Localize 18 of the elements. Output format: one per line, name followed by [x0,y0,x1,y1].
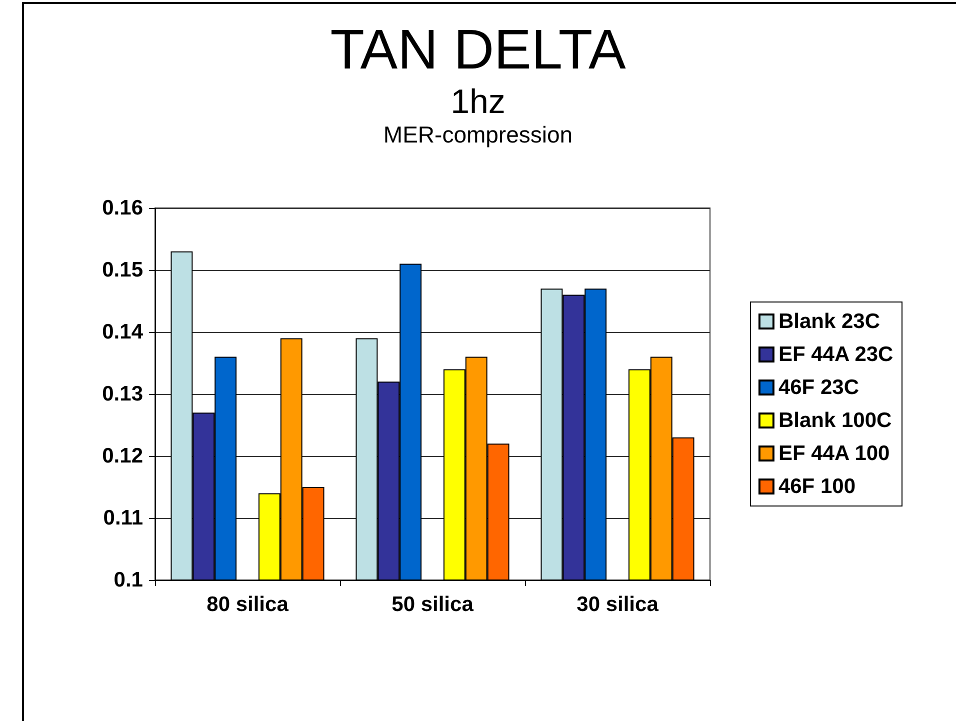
legend-label: Blank 100C [778,409,892,432]
chart-subtitle: 1hz MER-compression [383,83,573,148]
y-tick-label: 0.12 [102,444,143,468]
chart-title: TAN DELTA [330,18,626,80]
y-tick-label: 0.16 [102,196,143,220]
x-tick-label: 30 silica [576,593,659,616]
legend-label: EF 44A 100 [778,442,890,465]
legend-label: 46F 23C [778,376,859,399]
legend-label: EF 44A 23C [778,343,894,366]
x-tick-label: 80 silica [206,593,289,616]
y-tick-label: 0.15 [102,258,144,282]
y-tick-label: 0.1 [114,568,144,592]
legend-label: Blank 23C [778,310,880,333]
x-tick-label: 50 silica [392,593,474,616]
legend-label: 46F 100 [778,475,856,498]
y-tick-label: 0.14 [102,320,144,344]
y-tick-label: 0.11 [103,506,144,530]
y-tick-label: 0.13 [102,382,143,406]
